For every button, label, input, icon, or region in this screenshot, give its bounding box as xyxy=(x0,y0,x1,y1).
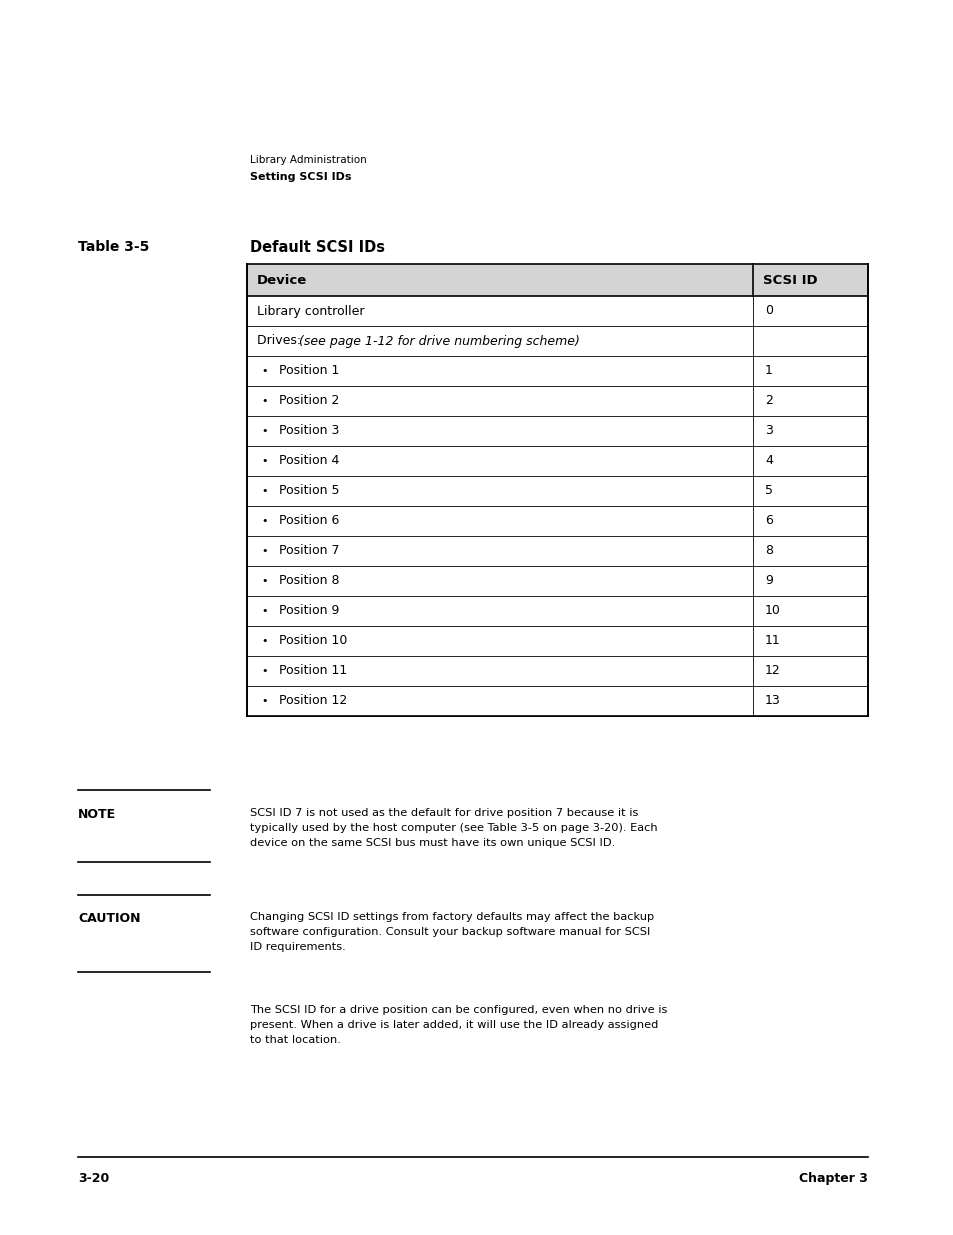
Text: SCSI ID: SCSI ID xyxy=(762,273,817,287)
Text: Position 8: Position 8 xyxy=(278,574,339,588)
Text: Table 3-5: Table 3-5 xyxy=(78,240,150,254)
Text: The SCSI ID for a drive position can be configured, even when no drive is: The SCSI ID for a drive position can be … xyxy=(250,1005,667,1015)
Text: ID requirements.: ID requirements. xyxy=(250,942,345,952)
Text: NOTE: NOTE xyxy=(78,808,116,821)
Text: Position 7: Position 7 xyxy=(278,545,339,557)
Text: •: • xyxy=(261,516,267,526)
Text: Position 5: Position 5 xyxy=(278,484,339,498)
Text: •: • xyxy=(261,456,267,466)
Text: Position 11: Position 11 xyxy=(278,664,347,678)
Text: device on the same SCSI bus must have its own unique SCSI ID.: device on the same SCSI bus must have it… xyxy=(250,839,615,848)
Text: 1: 1 xyxy=(764,364,772,378)
Text: CAUTION: CAUTION xyxy=(78,911,140,925)
Text: •: • xyxy=(261,697,267,706)
Text: Changing SCSI ID settings from factory defaults may affect the backup: Changing SCSI ID settings from factory d… xyxy=(250,911,654,923)
Text: 9: 9 xyxy=(764,574,772,588)
Text: Position 1: Position 1 xyxy=(278,364,339,378)
Text: 13: 13 xyxy=(764,694,780,708)
Text: 3-20: 3-20 xyxy=(78,1172,110,1186)
Text: 5: 5 xyxy=(764,484,772,498)
Text: 12: 12 xyxy=(764,664,780,678)
Text: Position 10: Position 10 xyxy=(278,635,347,647)
Text: •: • xyxy=(261,426,267,436)
Text: Position 4: Position 4 xyxy=(278,454,339,468)
Text: •: • xyxy=(261,606,267,616)
Text: Library controller: Library controller xyxy=(256,305,364,317)
Text: 2: 2 xyxy=(764,394,772,408)
Text: 3: 3 xyxy=(764,425,772,437)
Text: (see page 1-12 for drive numbering scheme): (see page 1-12 for drive numbering schem… xyxy=(298,335,579,347)
Text: to that location.: to that location. xyxy=(250,1035,340,1045)
Text: •: • xyxy=(261,576,267,585)
Text: 0: 0 xyxy=(764,305,772,317)
Text: •: • xyxy=(261,396,267,406)
Text: •: • xyxy=(261,487,267,496)
Text: •: • xyxy=(261,636,267,646)
Text: Position 3: Position 3 xyxy=(278,425,339,437)
Text: Device: Device xyxy=(256,273,307,287)
Text: Position 6: Position 6 xyxy=(278,515,339,527)
Text: •: • xyxy=(261,666,267,676)
Text: 6: 6 xyxy=(764,515,772,527)
Text: Position 9: Position 9 xyxy=(278,604,339,618)
Text: typically used by the host computer (see Table 3-5 on page 3-20). Each: typically used by the host computer (see… xyxy=(250,823,657,832)
Text: Setting SCSI IDs: Setting SCSI IDs xyxy=(250,172,351,182)
Text: 4: 4 xyxy=(764,454,772,468)
Text: 8: 8 xyxy=(764,545,772,557)
Text: Default SCSI IDs: Default SCSI IDs xyxy=(250,240,385,254)
Text: Drives:: Drives: xyxy=(256,335,305,347)
Text: present. When a drive is later added, it will use the ID already assigned: present. When a drive is later added, it… xyxy=(250,1020,658,1030)
Text: •: • xyxy=(261,366,267,375)
Bar xyxy=(247,264,867,296)
Text: SCSI ID 7 is not used as the default for drive position 7 because it is: SCSI ID 7 is not used as the default for… xyxy=(250,808,638,818)
Text: software configuration. Consult your backup software manual for SCSI: software configuration. Consult your bac… xyxy=(250,927,650,937)
Text: Library Administration: Library Administration xyxy=(250,156,366,165)
Text: Position 12: Position 12 xyxy=(278,694,347,708)
Text: •: • xyxy=(261,546,267,556)
Text: 10: 10 xyxy=(764,604,781,618)
Text: Chapter 3: Chapter 3 xyxy=(799,1172,867,1186)
Text: Position 2: Position 2 xyxy=(278,394,339,408)
Text: 11: 11 xyxy=(764,635,780,647)
